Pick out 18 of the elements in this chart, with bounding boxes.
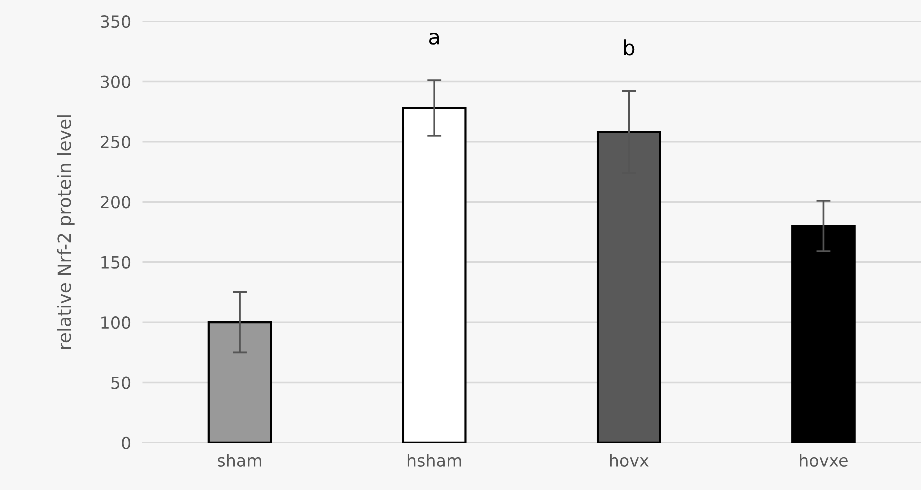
y-tick-label: 0 — [122, 436, 131, 450]
y-tick-label: 50 — [112, 376, 131, 390]
bar — [792, 225, 856, 443]
x-tick-label: hsham — [408, 454, 462, 467]
y-tick-label: 250 — [101, 136, 131, 149]
y-tick-label: 300 — [101, 76, 131, 88]
y-tick-label: 150 — [102, 256, 131, 269]
bar — [208, 322, 272, 443]
x-tick-label: hovxe — [800, 454, 848, 467]
x-tick-label: hovx — [610, 454, 649, 467]
y-tick-label: 200 — [101, 196, 131, 209]
y-tick-label: 350 — [101, 16, 131, 28]
annotation: a — [429, 32, 440, 45]
x-tick-label: sham — [218, 454, 262, 467]
bar — [402, 107, 467, 443]
annotation: b — [624, 40, 635, 56]
y-tick-label: 100 — [102, 316, 131, 330]
y-axis-title: relative Nrf-2 protein level — [57, 116, 75, 349]
